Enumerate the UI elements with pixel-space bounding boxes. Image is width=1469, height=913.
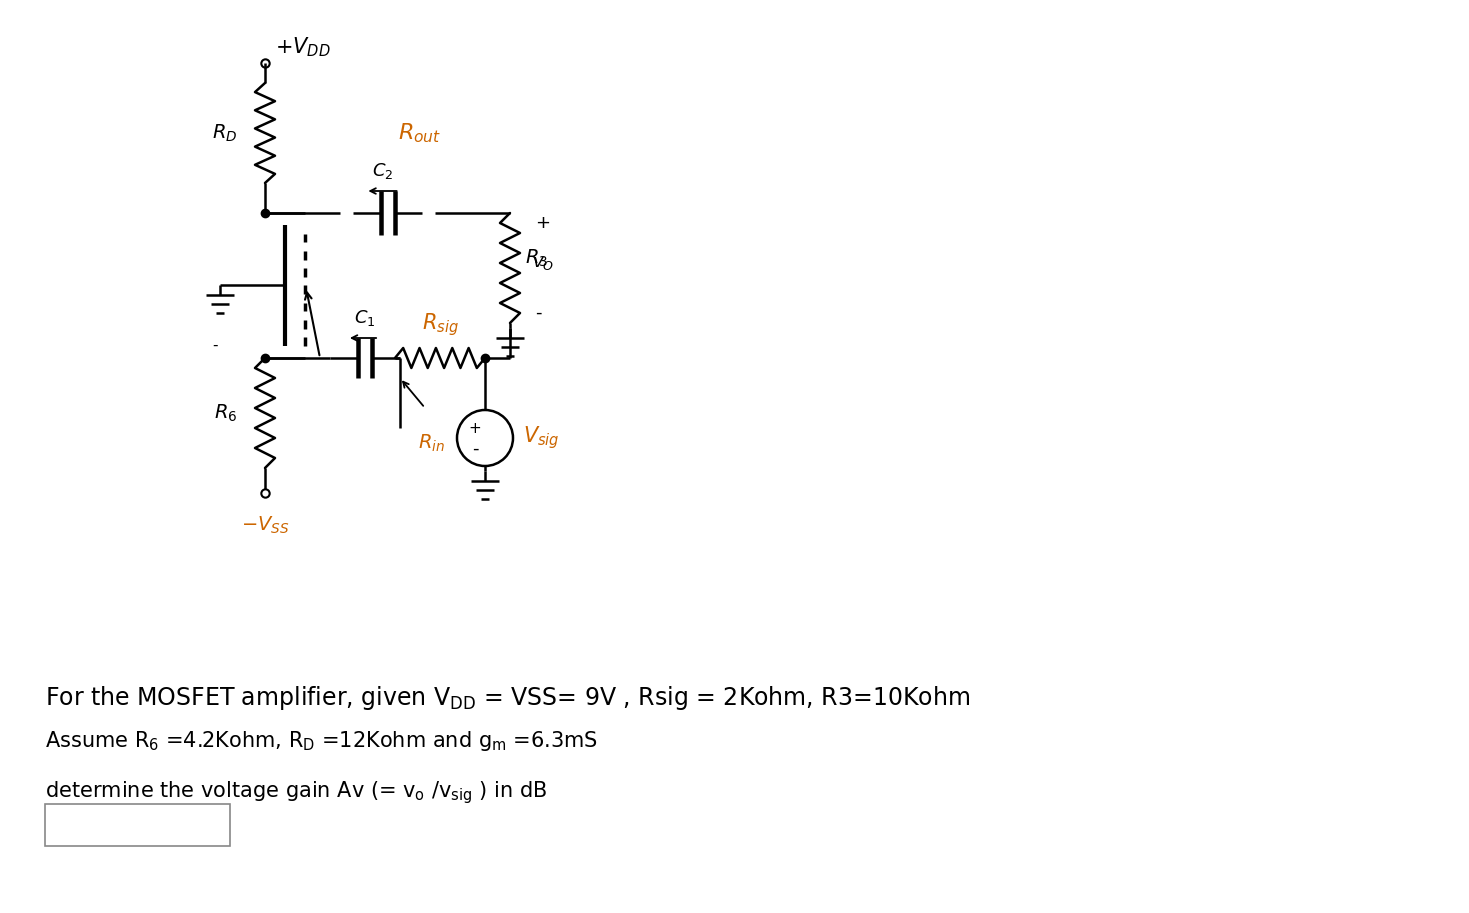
Text: For the MOSFET amplifier, given V$_{\sf DD}$ = VSS= 9V , Rsig = 2Kohm, R3=10Kohm: For the MOSFET amplifier, given V$_{\sf … <box>46 684 970 712</box>
Text: $C_1$: $C_1$ <box>354 308 376 328</box>
Text: -: - <box>535 304 542 322</box>
Text: +: + <box>535 214 549 232</box>
Text: +$V_{DD}$: +$V_{DD}$ <box>275 36 331 59</box>
Text: $R_6$: $R_6$ <box>213 403 237 424</box>
FancyBboxPatch shape <box>46 804 231 846</box>
Text: $v_O$: $v_O$ <box>532 254 554 272</box>
Text: Assume R$_{\sf 6}$ =4.2Kohm, R$_{\sf D}$ =12Kohm and g$_{\sf m}$ =6.3mS: Assume R$_{\sf 6}$ =4.2Kohm, R$_{\sf D}$… <box>46 729 598 753</box>
Text: $-V_{SS}$: $-V_{SS}$ <box>241 515 289 536</box>
Text: $C_2$: $C_2$ <box>372 161 394 181</box>
Text: $V_{sig}$: $V_{sig}$ <box>523 425 560 451</box>
Text: $R_3$: $R_3$ <box>524 247 548 268</box>
Text: $R_{out}$: $R_{out}$ <box>398 121 442 145</box>
Text: determine the voltage gain Av (= v$_{\sf o}$ /v$_{\sf sig}$ ) in dB: determine the voltage gain Av (= v$_{\sf… <box>46 780 548 806</box>
Text: -: - <box>212 338 217 352</box>
Text: -: - <box>472 440 479 458</box>
Text: $R_{in}$: $R_{in}$ <box>419 433 445 455</box>
Text: $R_{sig}$: $R_{sig}$ <box>422 311 458 338</box>
Text: $R_D$: $R_D$ <box>212 122 237 143</box>
Text: +: + <box>469 421 482 436</box>
